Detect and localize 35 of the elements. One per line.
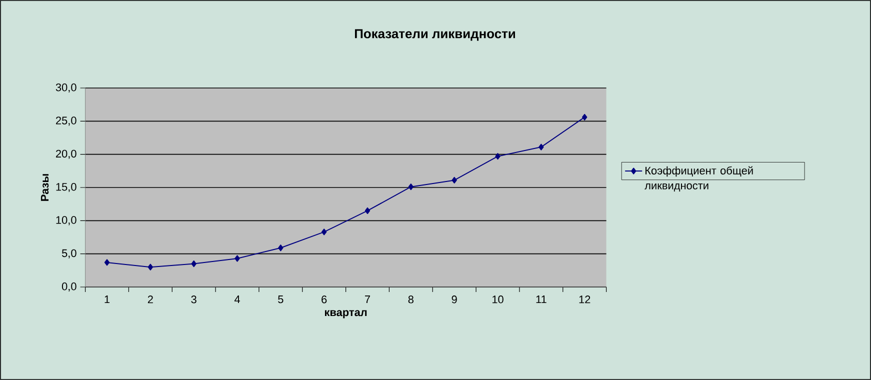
point <box>278 244 284 252</box>
x-tick-label: 10 <box>492 296 504 304</box>
y-tick-label: 5,0 <box>62 249 76 258</box>
chart-title: Показатели ликвидности <box>354 29 515 41</box>
y-tick-label: 0,0 <box>62 282 76 292</box>
point <box>538 144 544 150</box>
point <box>495 153 500 160</box>
point <box>452 176 457 184</box>
x-tick-label: 2 <box>148 296 153 304</box>
point <box>234 255 240 262</box>
point <box>582 114 588 120</box>
point <box>191 260 196 268</box>
legend-label: Коэффициент общей ликвидности <box>644 166 753 192</box>
x-tick-label: 1 <box>104 296 110 304</box>
x-tick-label: 11 <box>536 296 546 304</box>
x-tick-label: 7 <box>365 296 370 304</box>
point <box>148 264 154 270</box>
y-tick-label: 25,0 <box>56 116 76 126</box>
x-tick-label: 9 <box>452 296 457 304</box>
point <box>408 184 414 190</box>
y-tick-label: 30,0 <box>56 83 76 93</box>
y-tick-label: 15,0 <box>56 182 76 192</box>
point <box>104 259 110 266</box>
x-tick-label: 8 <box>408 296 414 304</box>
x-tick-label: 12 <box>579 296 590 304</box>
x-tick-label: 4 <box>234 296 240 304</box>
x-tick-label: 3 <box>191 296 196 304</box>
y-axis-title: Разы <box>40 174 49 201</box>
x-axis-title: квартал <box>324 310 367 318</box>
point <box>321 228 327 236</box>
x-tick-label: 5 <box>278 296 284 304</box>
y-tick-label: 10,0 <box>56 216 76 226</box>
point <box>364 207 370 214</box>
x-tick-label: 6 <box>322 296 327 304</box>
y-tick-label: 20,0 <box>56 150 76 159</box>
